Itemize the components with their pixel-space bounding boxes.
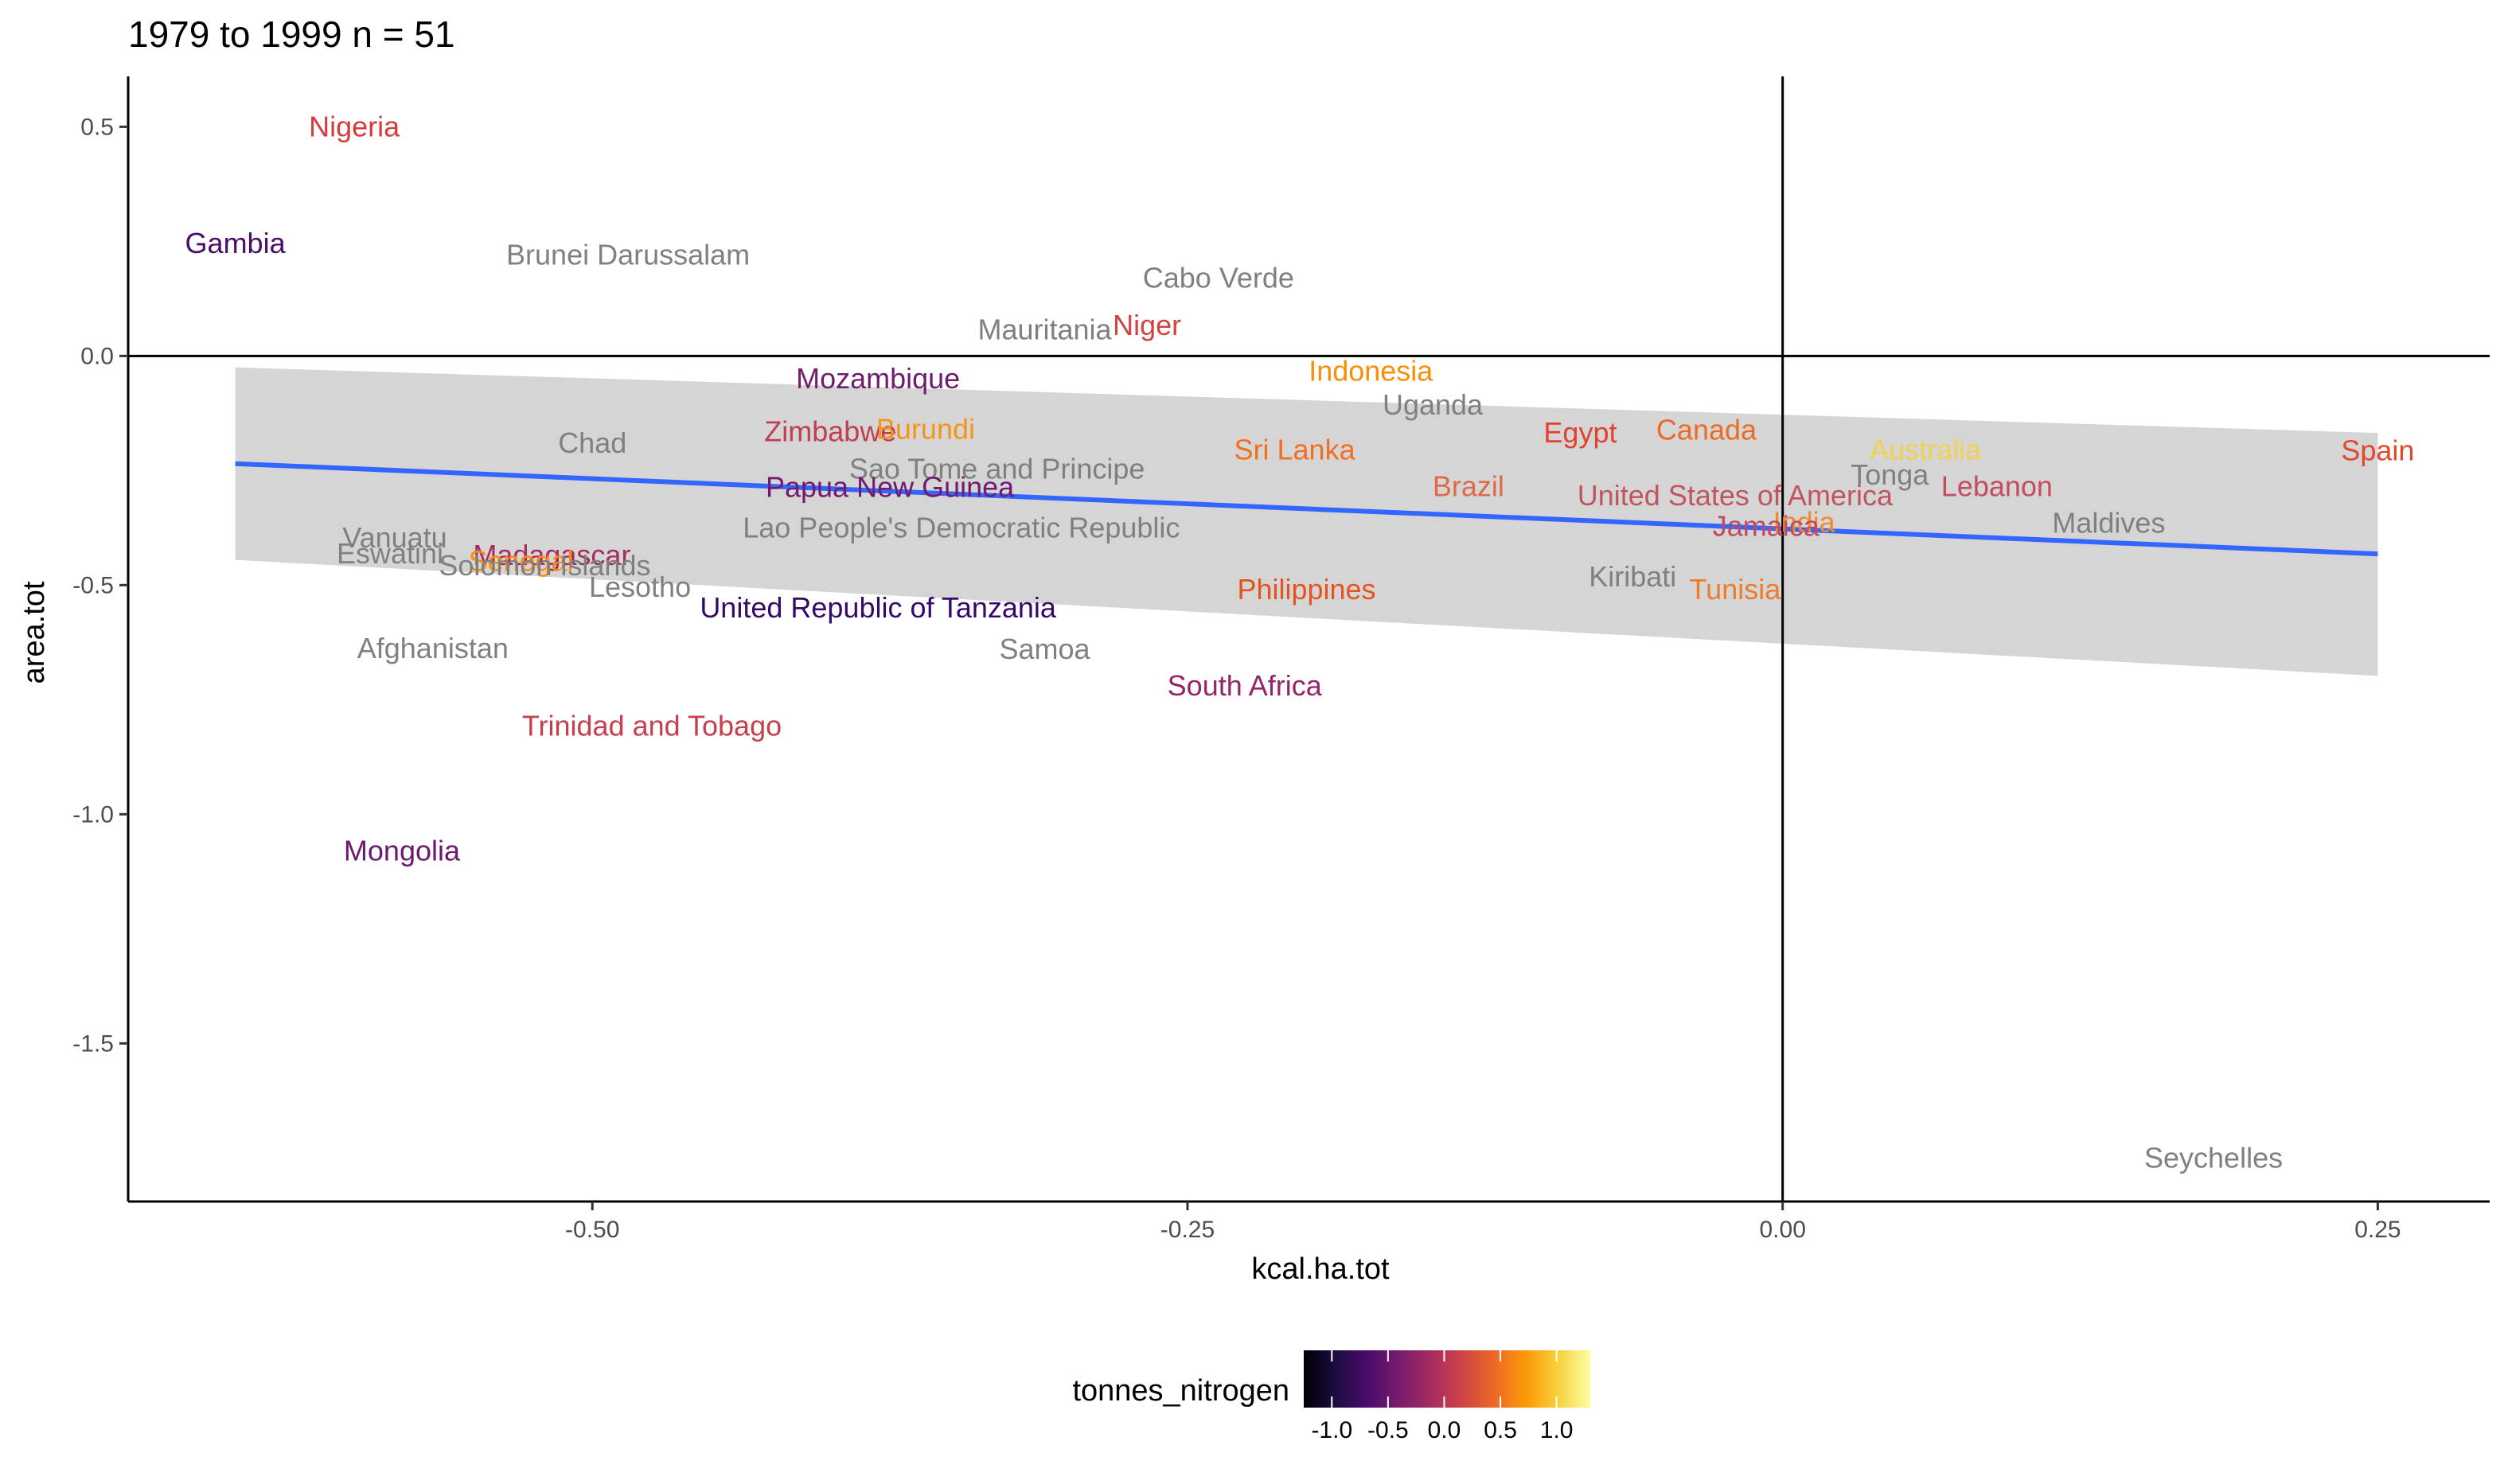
point-label: United Republic of Tanzania [700,591,1057,624]
confidence-band-layer [235,367,2378,676]
point-label: Vanuatu [342,521,447,554]
confidence-band [235,367,2378,676]
legend-ticks: -1.0 -0.5 0.0 0.5 1.0 [1311,1350,1574,1443]
point-label: Eswatini [337,537,443,570]
point-label: Mauritania [977,314,1112,346]
point-label: Australia [1870,433,1982,465]
point-label: South Africa [1168,669,1323,702]
point-label: Jamaica [1713,510,1820,543]
point-label: Seychelles [2144,1141,2283,1174]
x-tick-label: -0.25 [1160,1217,1215,1243]
color-legend: tonnes_nitrogen -1.0 -0.5 0.0 0.5 1.0 [1072,1350,1590,1443]
point-label: United States of America [1578,479,1894,512]
legend-title: tonnes_nitrogen [1072,1374,1289,1408]
point-label: Tonga [1851,458,1929,491]
reference-lines [128,76,2490,1202]
point-label: Niger [1113,309,1181,341]
y-tick-label: -1.0 [72,801,114,828]
y-axis-title: area.tot [18,581,51,684]
point-label: Spain [2341,434,2414,467]
point-label: Afghanistan [357,632,509,664]
point-label: Philippines [1237,573,1375,606]
point-label: Gambia [185,227,287,259]
point-label: Papua New Guinea [766,471,1015,504]
point-label: Mozambique [796,362,960,395]
point-label: Solomon Islands [439,549,650,582]
legend-tick-label: -1.0 [1311,1417,1352,1443]
legend-tick-label: 0.0 [1428,1417,1461,1443]
y-tick-label: 0.5 [80,114,114,140]
point-label: Senegal [468,544,573,577]
legend-colorbar [1304,1350,1590,1408]
point-label: Sao Tome and Principe [849,453,1145,485]
point-label: Madagascar [473,539,630,571]
point-label: Sri Lanka [1234,433,1356,465]
x-tick-label: 0.00 [1759,1217,1805,1243]
point-label: Brazil [1433,469,1504,502]
y-tick-label: -1.5 [72,1030,114,1057]
point-label: Indonesia [1309,354,1433,387]
x-tick-label: 0.25 [2354,1217,2401,1243]
x-tick-label: -0.50 [565,1217,619,1243]
x-axis-title: kcal.ha.tot [1251,1252,1390,1286]
point-label: Maldives [2052,507,2165,539]
point-label: Egypt [1543,416,1617,449]
legend-tick-label: 0.5 [1484,1417,1517,1443]
chart-title: 1979 to 1999 n = 51 [128,14,455,55]
axes: -0.50 -0.25 0.00 0.25 0.5 0.0 -0.5 -1.0 -1.5 [72,76,2490,1243]
point-label: Mongolia [344,834,461,867]
point-label: Trinidad and Tobago [522,710,782,742]
point-label: Burundi [876,412,975,445]
point-label: India [1773,505,1836,538]
point-label: Lesotho [589,571,691,603]
point-label: Lebanon [1941,469,2053,502]
point-label: Nigeria [309,110,400,142]
country-labels: Nigeria Gambia Brunei Darussalam Cabo Verde… [185,110,2415,1174]
point-label: Chad [558,427,626,459]
y-tick-label: 0.0 [80,343,114,369]
point-label: Uganda [1383,388,1484,421]
regression-line [235,461,2378,557]
point-label: Cabo Verde [1143,261,1294,294]
point-label: Tunisia [1690,573,1782,606]
regression-line-layer [235,461,2378,557]
point-label: Lao People's Democratic Republic [743,511,1180,543]
point-label: Kiribati [1589,560,1676,593]
point-label: Canada [1656,414,1757,446]
y-tick-label: -0.5 [72,572,114,598]
point-label: Zimbabwe [764,415,896,447]
point-label: Brunei Darussalam [506,239,750,271]
legend-tick-label: -0.5 [1367,1417,1409,1443]
point-label: Samoa [999,633,1090,665]
legend-tick-label: 1.0 [1540,1417,1574,1443]
